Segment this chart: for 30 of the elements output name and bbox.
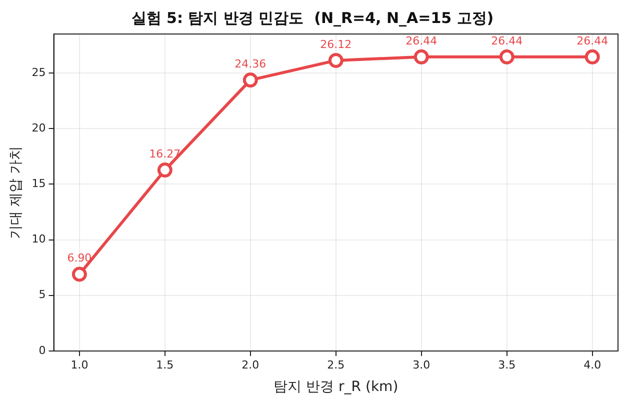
x-tick-label: 3.5 [498,358,516,372]
x-tick-label: 2.5 [327,358,345,372]
point [414,49,429,64]
y-tick-label: 10 [32,232,46,246]
data-label: 26.12 [320,38,352,51]
point [328,52,344,68]
x-tick-label: 3.0 [412,358,430,372]
data-label: 26.44 [406,34,438,48]
point [72,266,87,282]
x-tick-label: 4.0 [584,358,602,372]
x-tick-label: 1.5 [156,358,174,372]
y-axis-title: 기대 제압 가치 [8,146,24,239]
x-tick-label: 1.0 [70,358,88,372]
data-label: 26.44 [576,34,608,48]
point [157,162,172,178]
x-axis-title: 탐지 반경 r_R (km) [274,379,398,396]
y-tick-label: 25 [32,66,46,79]
chart-title: 실험 5: 탐지 반경 민감도 (N_R=4, N_A=15 고정) [131,8,494,27]
data-label: 6.90 [67,252,92,265]
point [242,72,258,88]
point [499,49,514,64]
point [584,49,600,64]
y-tick-label: 20 [32,121,46,134]
x-tick-label: 2.0 [242,358,260,372]
y-tick-label: 15 [32,177,46,190]
data-label: 26.44 [491,34,523,48]
data-label: 16.27 [149,147,181,160]
y-tick-label: 0 [38,344,46,357]
y-tick-label: 5 [38,288,46,302]
data-label: 24.36 [234,57,266,70]
